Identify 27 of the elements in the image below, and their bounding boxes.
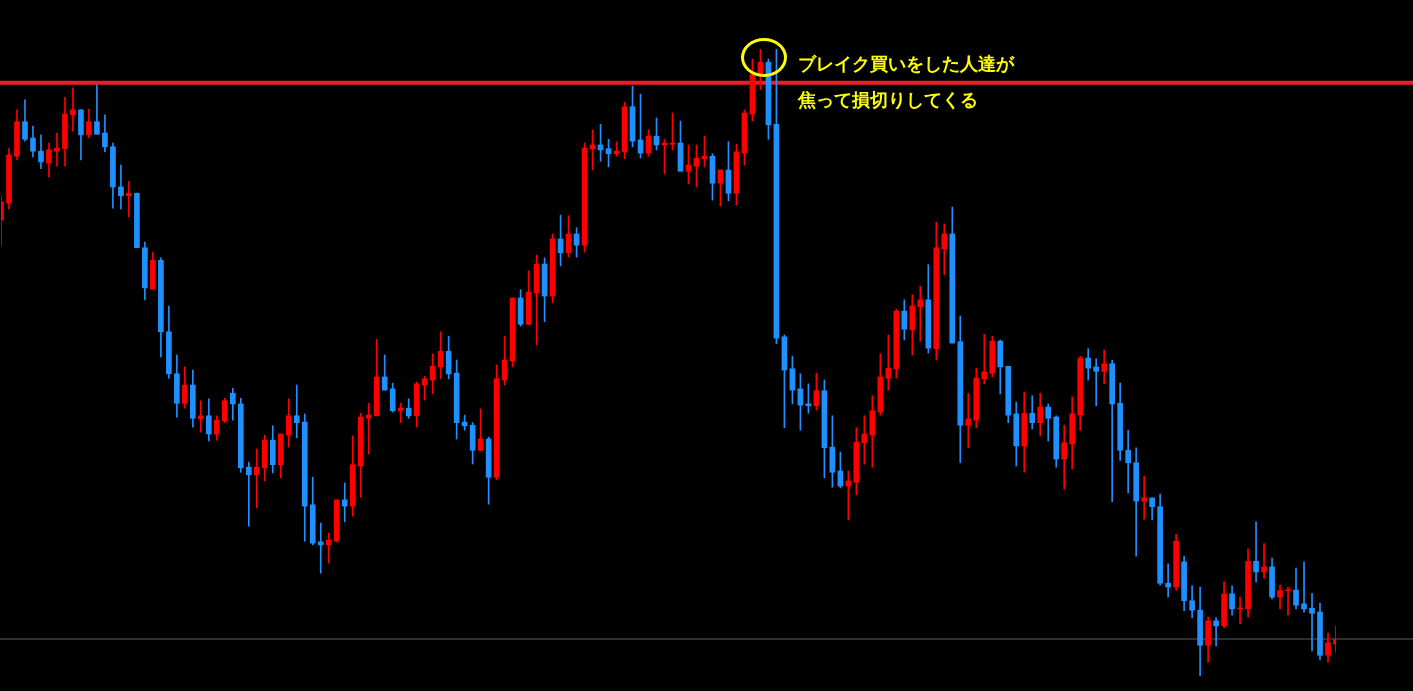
candlestick <box>1165 563 1171 598</box>
candlestick <box>341 482 348 523</box>
candlestick <box>293 384 300 439</box>
candlestick <box>253 448 260 509</box>
candlestick <box>365 402 372 455</box>
candlestick <box>1301 561 1307 613</box>
candlestick <box>1285 586 1291 616</box>
annotation: ブレイク買いをした人達が <box>798 52 1014 76</box>
candlestick <box>1125 429 1131 494</box>
candlestick <box>981 333 988 385</box>
candlestick <box>1261 543 1267 579</box>
candlestick <box>965 392 972 449</box>
candlestick <box>118 164 124 210</box>
candlestick <box>317 522 324 574</box>
candlestick <box>54 132 60 167</box>
candlestick <box>1253 521 1259 583</box>
candlestick <box>1309 592 1315 652</box>
candlestick <box>397 402 404 424</box>
candlestick <box>917 285 924 342</box>
candlestick <box>1213 617 1219 647</box>
candlestick <box>198 400 204 433</box>
candlestick <box>325 532 332 564</box>
candlestick <box>126 180 132 218</box>
candlestick <box>245 461 252 527</box>
annotation: 焦って損切りしてくる <box>798 88 978 112</box>
candlestick <box>1093 358 1100 407</box>
candlestick <box>70 87 76 132</box>
